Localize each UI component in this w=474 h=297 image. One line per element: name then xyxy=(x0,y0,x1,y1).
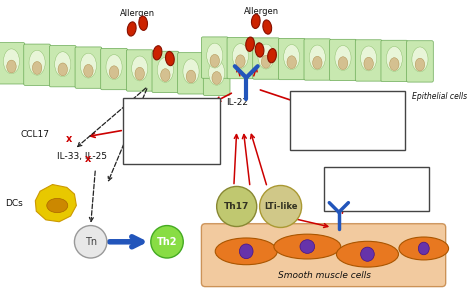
FancyBboxPatch shape xyxy=(227,37,254,79)
FancyBboxPatch shape xyxy=(324,167,428,211)
Text: x: x xyxy=(85,154,91,164)
Ellipse shape xyxy=(161,69,170,81)
Text: Inhibition of
cytokine and
chemokine
production: Inhibition of cytokine and chemokine pro… xyxy=(139,109,205,153)
Ellipse shape xyxy=(415,58,425,71)
Ellipse shape xyxy=(361,46,377,71)
FancyBboxPatch shape xyxy=(75,47,102,88)
Text: Epithelial cells: Epithelial cells xyxy=(412,92,467,101)
Ellipse shape xyxy=(183,59,199,84)
Ellipse shape xyxy=(128,22,136,36)
FancyBboxPatch shape xyxy=(152,51,179,93)
Ellipse shape xyxy=(283,45,300,69)
Text: DCs: DCs xyxy=(5,200,23,208)
Text: Allergen: Allergen xyxy=(244,7,279,16)
Circle shape xyxy=(217,187,257,227)
Ellipse shape xyxy=(7,60,16,73)
FancyBboxPatch shape xyxy=(178,53,204,94)
FancyBboxPatch shape xyxy=(356,40,382,81)
Ellipse shape xyxy=(252,14,260,29)
Ellipse shape xyxy=(106,55,122,80)
FancyBboxPatch shape xyxy=(127,50,153,91)
Ellipse shape xyxy=(255,43,264,57)
Circle shape xyxy=(74,225,107,258)
Ellipse shape xyxy=(153,46,162,60)
Text: IL-33, IL-25: IL-33, IL-25 xyxy=(57,152,107,161)
FancyBboxPatch shape xyxy=(304,39,331,80)
Ellipse shape xyxy=(139,16,147,30)
Ellipse shape xyxy=(390,58,399,71)
Text: x: x xyxy=(65,134,72,144)
Text: Th17: Th17 xyxy=(224,202,249,211)
FancyBboxPatch shape xyxy=(203,54,230,95)
Ellipse shape xyxy=(47,198,68,213)
Ellipse shape xyxy=(239,244,253,259)
Text: Th2: Th2 xyxy=(157,237,177,247)
Ellipse shape xyxy=(215,238,277,265)
Ellipse shape xyxy=(80,53,97,78)
Text: Contraction and
proliferation?: Contraction and proliferation? xyxy=(335,179,417,200)
Ellipse shape xyxy=(361,247,374,261)
Text: Tn: Tn xyxy=(84,237,97,247)
Ellipse shape xyxy=(186,70,196,83)
Ellipse shape xyxy=(3,49,19,74)
Ellipse shape xyxy=(157,58,173,82)
Text: Smooth muscle cells: Smooth muscle cells xyxy=(278,271,371,280)
Ellipse shape xyxy=(263,20,272,34)
Ellipse shape xyxy=(399,237,448,260)
Circle shape xyxy=(151,225,183,258)
Ellipse shape xyxy=(246,37,255,51)
Ellipse shape xyxy=(261,55,271,68)
Ellipse shape xyxy=(210,54,219,67)
Ellipse shape xyxy=(268,49,276,63)
Ellipse shape xyxy=(386,47,402,71)
Ellipse shape xyxy=(335,45,351,70)
Ellipse shape xyxy=(412,47,428,72)
Ellipse shape xyxy=(419,242,429,255)
Ellipse shape xyxy=(84,64,93,77)
Ellipse shape xyxy=(337,241,399,267)
Text: Enhancement of
epithelial barrier
function: Enhancement of epithelial barrier functi… xyxy=(304,104,391,137)
Ellipse shape xyxy=(212,72,221,84)
Ellipse shape xyxy=(55,52,71,77)
FancyBboxPatch shape xyxy=(329,39,356,81)
Ellipse shape xyxy=(338,57,348,69)
Ellipse shape xyxy=(309,45,326,70)
Ellipse shape xyxy=(300,240,315,253)
Ellipse shape xyxy=(364,57,374,70)
Ellipse shape xyxy=(29,50,45,75)
Ellipse shape xyxy=(232,44,248,69)
Circle shape xyxy=(260,186,301,228)
Ellipse shape xyxy=(258,44,274,69)
Ellipse shape xyxy=(109,66,119,79)
FancyBboxPatch shape xyxy=(123,98,220,165)
FancyBboxPatch shape xyxy=(49,45,76,87)
Text: IL-22: IL-22 xyxy=(226,98,248,107)
FancyBboxPatch shape xyxy=(407,41,433,82)
Ellipse shape xyxy=(287,56,296,69)
Ellipse shape xyxy=(274,234,341,259)
Ellipse shape xyxy=(135,67,145,80)
FancyBboxPatch shape xyxy=(253,38,279,79)
FancyBboxPatch shape xyxy=(201,224,446,287)
FancyBboxPatch shape xyxy=(100,48,128,90)
FancyBboxPatch shape xyxy=(290,91,405,150)
Text: LTi-like: LTi-like xyxy=(264,202,297,211)
Ellipse shape xyxy=(207,43,223,68)
Text: CCL17: CCL17 xyxy=(21,130,50,139)
Ellipse shape xyxy=(236,55,245,68)
Text: Allergen: Allergen xyxy=(120,9,155,18)
FancyBboxPatch shape xyxy=(0,43,25,84)
Polygon shape xyxy=(36,184,76,222)
Ellipse shape xyxy=(32,61,42,74)
FancyBboxPatch shape xyxy=(278,38,305,80)
Ellipse shape xyxy=(209,60,225,85)
FancyBboxPatch shape xyxy=(201,37,228,78)
Ellipse shape xyxy=(165,51,174,66)
Ellipse shape xyxy=(58,63,67,76)
Ellipse shape xyxy=(132,56,148,81)
Ellipse shape xyxy=(313,56,322,69)
FancyBboxPatch shape xyxy=(381,40,408,82)
FancyBboxPatch shape xyxy=(24,44,50,86)
